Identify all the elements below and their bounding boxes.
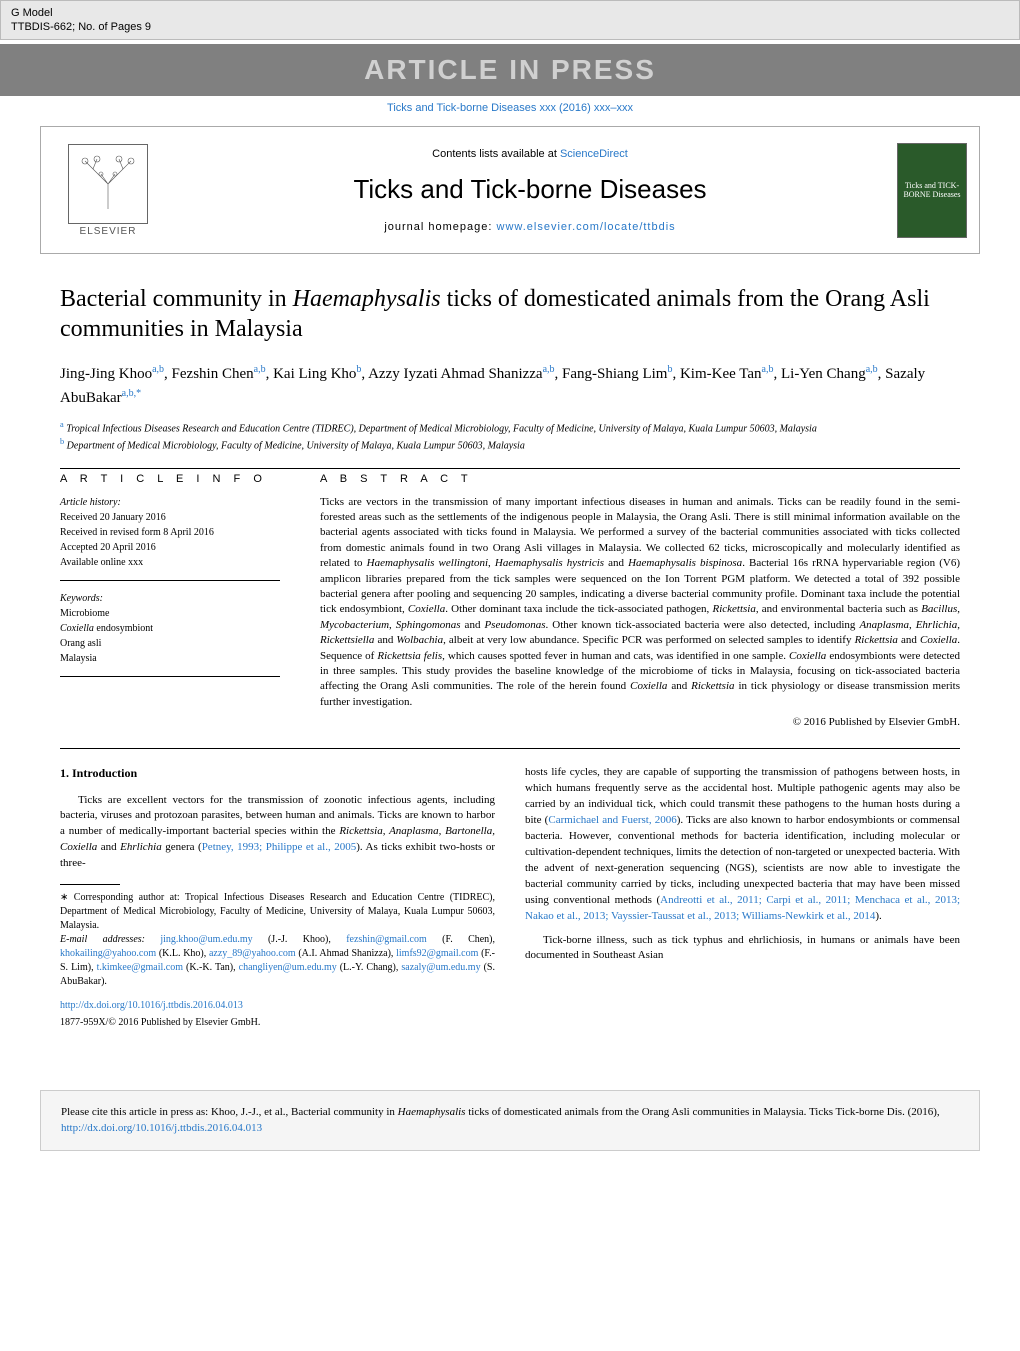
history-heading: Article history: xyxy=(60,495,280,510)
journal-header: ELSEVIER Contents lists available at Sci… xyxy=(40,126,980,254)
keyword: Malaysia xyxy=(60,651,280,666)
sciencedirect-line: Contents lists available at ScienceDirec… xyxy=(163,148,897,160)
intro-p1: Ticks are excellent vectors for the tran… xyxy=(60,793,495,873)
title-pre: Bacterial community in xyxy=(60,286,293,312)
author-list: Jing-Jing Khooa,b, Fezshin Chena,b, Kai … xyxy=(60,362,960,409)
abstract-column: A B S T R A C T Ticks are vectors in the… xyxy=(320,473,960,728)
email-addresses: E-mail addresses: jing.khoo@um.edu.my (J… xyxy=(60,933,495,989)
in-press-banner: ARTICLE IN PRESS xyxy=(0,44,1020,96)
article-info-label: A R T I C L E I N F O xyxy=(60,473,280,485)
title-italic: Haemaphysalis xyxy=(293,286,441,312)
elsevier-logo: ELSEVIER xyxy=(53,135,163,245)
col2-p1: hosts life cycles, they are capable of s… xyxy=(525,765,960,924)
journal-title: Ticks and Tick-borne Diseases xyxy=(163,174,897,205)
body-columns: 1. Introduction Ticks are excellent vect… xyxy=(60,765,960,1030)
article-content: Bacterial community in Haemaphysalis tic… xyxy=(0,254,1020,1060)
intro-heading: 1. Introduction xyxy=(60,765,495,782)
journal-cover-thumb: Ticks and TICK-BORNE Diseases xyxy=(897,143,967,238)
model-id: TTBDIS-662; No. of Pages 9 xyxy=(11,21,1009,33)
email-label: E-mail addresses: xyxy=(60,934,160,945)
article-history-block: Article history: Received 20 January 201… xyxy=(60,495,280,581)
cite-doi-link[interactable]: http://dx.doi.org/10.1016/j.ttbdis.2016.… xyxy=(61,1122,262,1134)
col2-cite1[interactable]: Carmichael and Fuerst, 2006 xyxy=(548,814,676,826)
abstract-label: A B S T R A C T xyxy=(320,473,960,485)
journal-issue-link[interactable]: Ticks and Tick-borne Diseases xxx (2016)… xyxy=(0,102,1020,114)
homepage-link[interactable]: www.elsevier.com/locate/ttbdis xyxy=(497,221,676,233)
keyword: Microbiome xyxy=(60,606,280,621)
homepage-prefix: journal homepage: xyxy=(384,221,496,233)
doi-link[interactable]: http://dx.doi.org/10.1016/j.ttbdis.2016.… xyxy=(60,999,495,1014)
footnotes: ∗ Corresponding author at: Tropical Infe… xyxy=(60,891,495,989)
keyword: Orang asli xyxy=(60,636,280,651)
history-line: Accepted 20 April 2016 xyxy=(60,540,280,555)
citation-box: Please cite this article in press as: Kh… xyxy=(40,1090,980,1151)
sciencedirect-link[interactable]: ScienceDirect xyxy=(560,148,628,160)
abstract-text: Ticks are vectors in the transmission of… xyxy=(320,495,960,710)
elsevier-text: ELSEVIER xyxy=(80,226,137,237)
keywords-heading: Keywords: xyxy=(60,591,280,606)
abstract-copyright: © 2016 Published by Elsevier GmbH. xyxy=(320,716,960,728)
corresponding-author: ∗ Corresponding author at: Tropical Infe… xyxy=(60,891,495,933)
history-line: Available online xxx xyxy=(60,555,280,570)
header-center: Contents lists available at ScienceDirec… xyxy=(163,148,897,233)
history-line: Received in revised form 8 April 2016 xyxy=(60,525,280,540)
history-line: Received 20 January 2016 xyxy=(60,510,280,525)
issn-line: 1877-959X/© 2016 Published by Elsevier G… xyxy=(60,1016,495,1031)
left-column: 1. Introduction Ticks are excellent vect… xyxy=(60,765,495,1030)
cite-mid: ticks of domesticated animals from the O… xyxy=(465,1106,939,1118)
affiliations: a Tropical Infectious Diseases Research … xyxy=(60,419,960,454)
homepage-line: journal homepage: www.elsevier.com/locat… xyxy=(163,221,897,233)
elsevier-tree-icon xyxy=(68,144,148,224)
contents-prefix: Contents lists available at xyxy=(432,148,560,160)
intro-cite1[interactable]: Petney, 1993; Philippe et al., 2005 xyxy=(202,841,357,853)
footnote-divider xyxy=(60,884,120,885)
cite-italic: Haemaphysalis xyxy=(398,1106,466,1118)
article-title: Bacterial community in Haemaphysalis tic… xyxy=(60,284,960,344)
gmodel-label: G Model xyxy=(11,7,1009,19)
right-column: hosts life cycles, they are capable of s… xyxy=(525,765,960,1030)
body-divider xyxy=(60,748,960,749)
article-info-column: A R T I C L E I N F O Article history: R… xyxy=(60,473,280,728)
col2-p2: Tick-borne illness, such as tick typhus … xyxy=(525,933,960,965)
keyword: Coxiella endosymbiont xyxy=(60,621,280,636)
info-abstract-row: A R T I C L E I N F O Article history: R… xyxy=(60,468,960,728)
keywords-block: Keywords: MicrobiomeCoxiella endosymbion… xyxy=(60,591,280,677)
model-bar: G Model TTBDIS-662; No. of Pages 9 xyxy=(0,0,1020,40)
cite-pre: Please cite this article in press as: Kh… xyxy=(61,1106,398,1118)
